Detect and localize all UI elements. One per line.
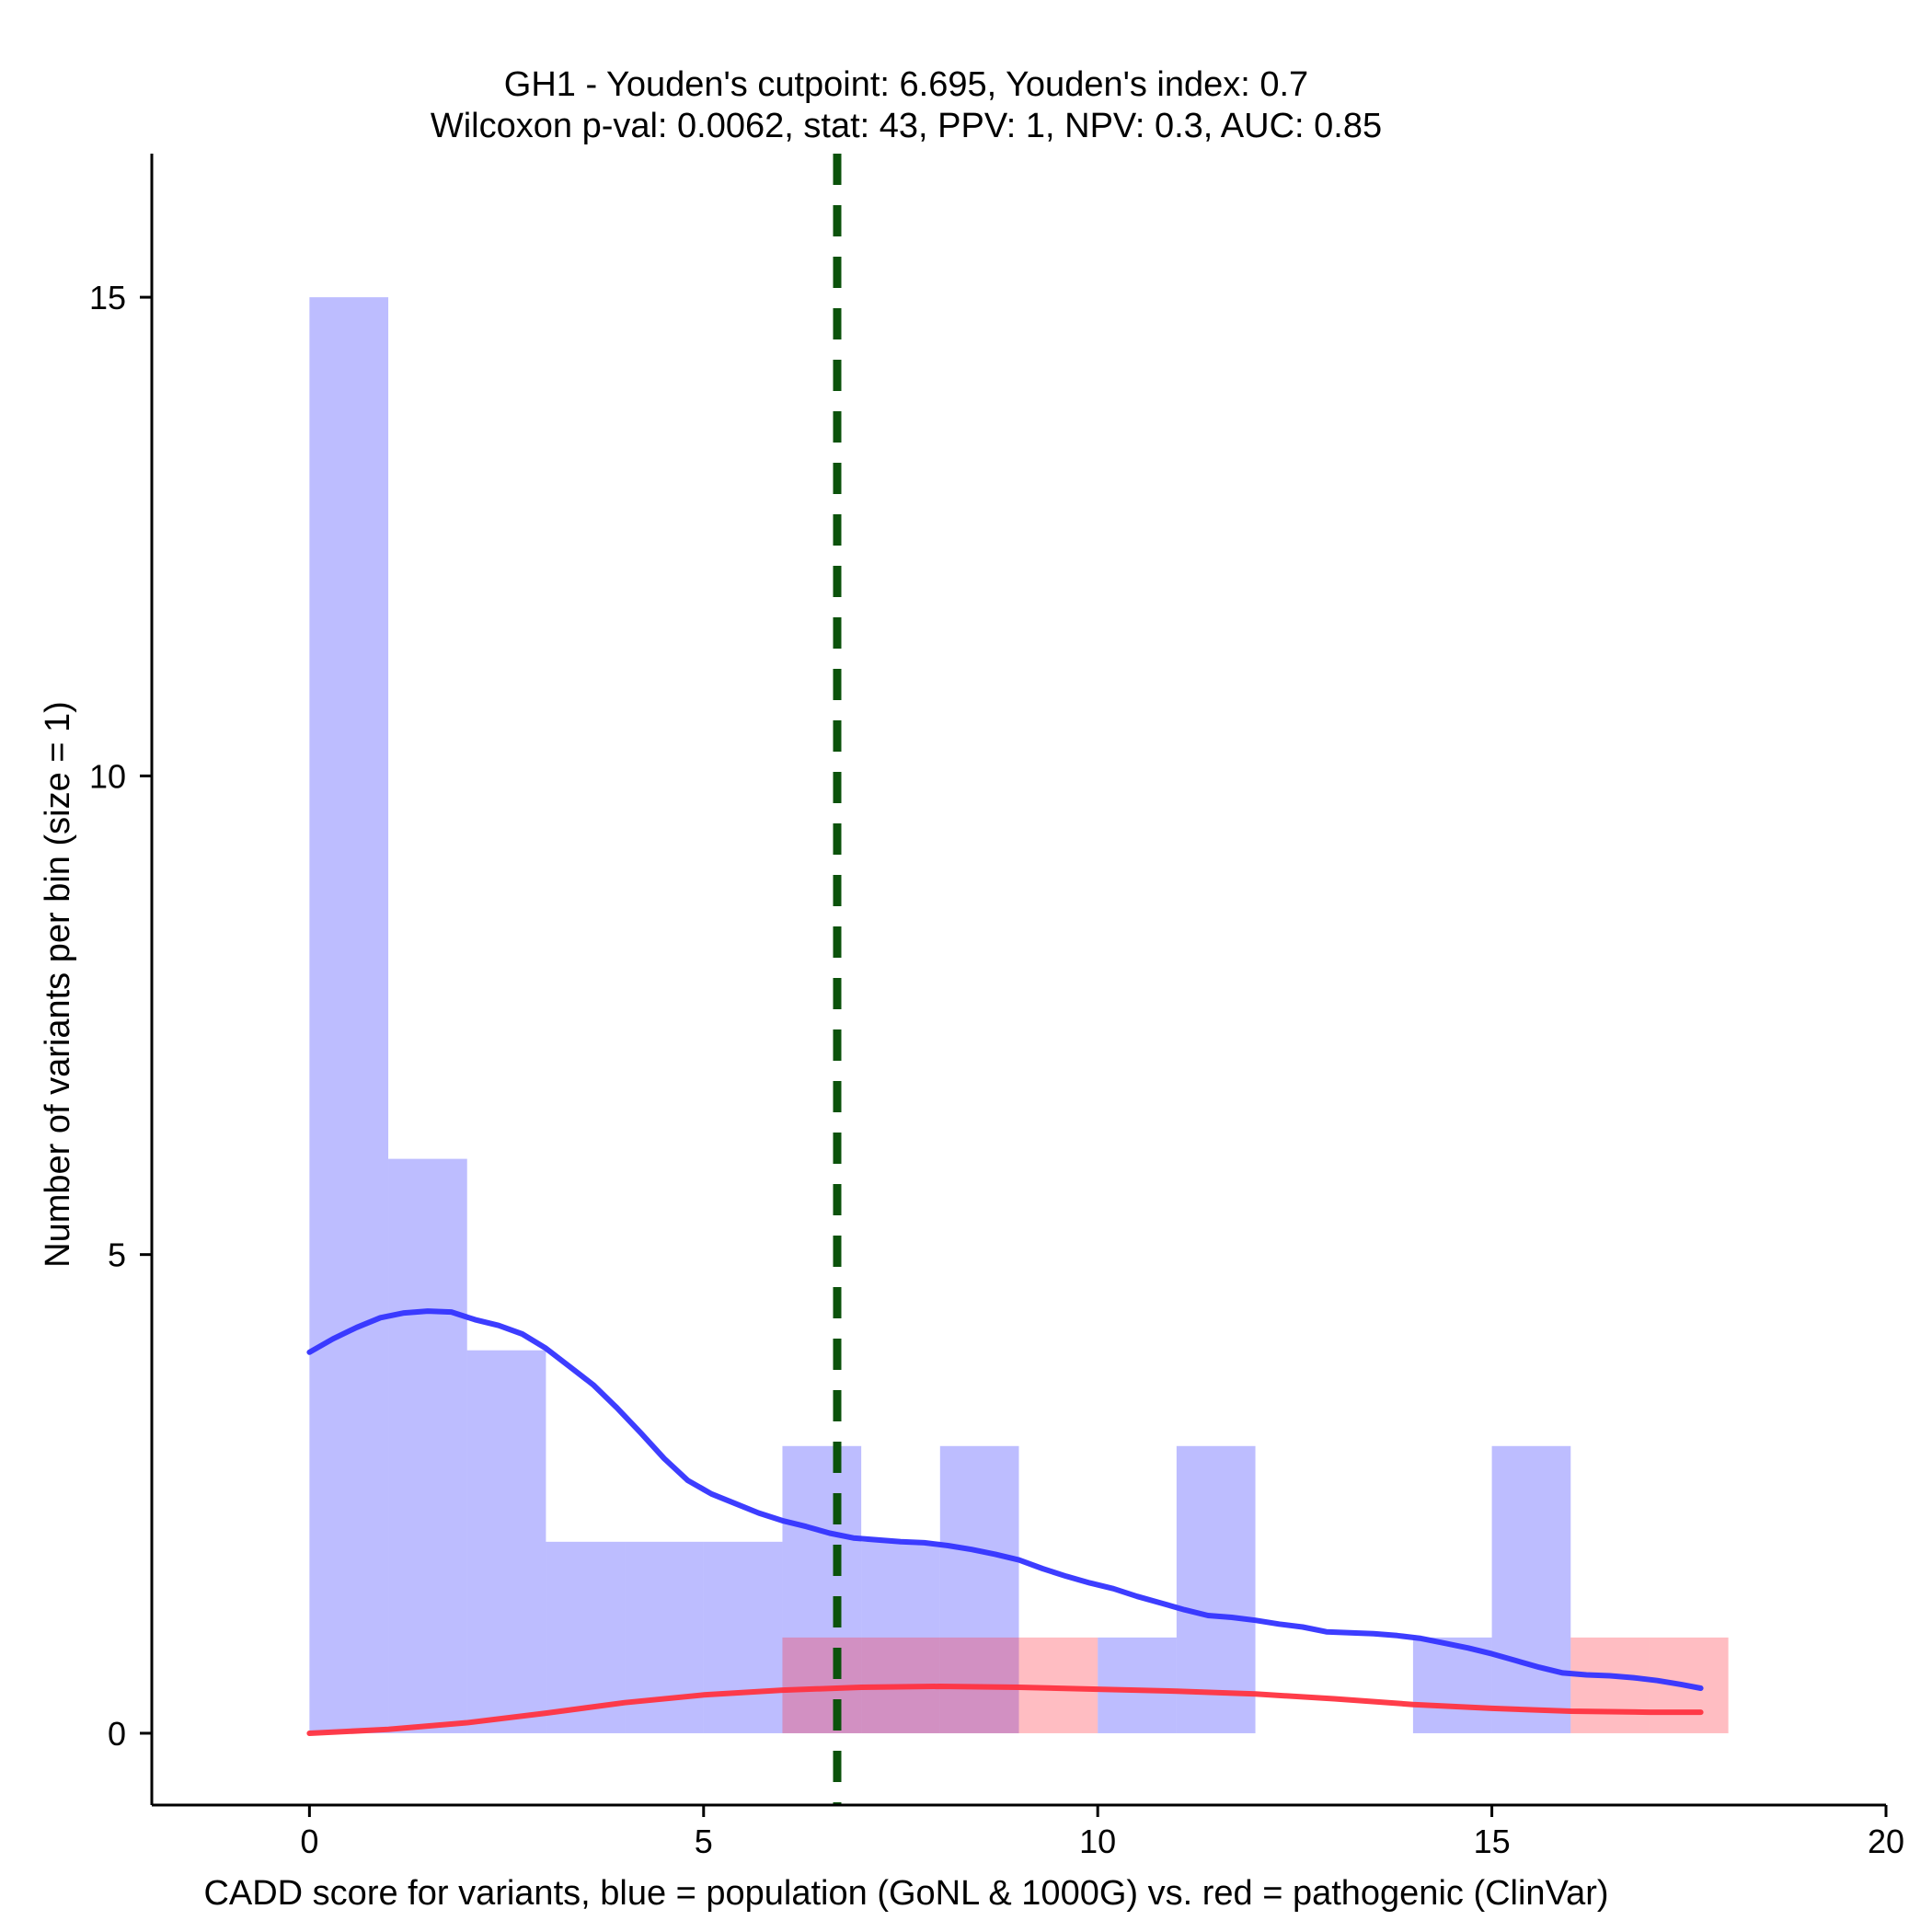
chart-title-line-2: Wilcoxon p-val: 0.0062, stat: 43, PPV: 1… bbox=[431, 107, 1382, 145]
y-tick-label-0: 0 bbox=[108, 1715, 126, 1753]
x-tick-label-20: 20 bbox=[1868, 1823, 1904, 1860]
x-tick-label-15: 15 bbox=[1474, 1823, 1511, 1860]
population-bar-14-15 bbox=[1412, 1637, 1492, 1733]
population-bar-0-1 bbox=[309, 297, 389, 1733]
population-bar-15-16 bbox=[1491, 1445, 1571, 1733]
x-axis-ticks: 0 5 10 15 20 bbox=[300, 1805, 1904, 1860]
x-axis-label: CADD score for variants, blue = populati… bbox=[203, 1874, 1608, 1913]
pathogenic-bar-16-17 bbox=[1570, 1637, 1650, 1733]
population-bars bbox=[309, 297, 1571, 1733]
x-tick-label-10: 10 bbox=[1079, 1823, 1116, 1860]
population-bar-4-5 bbox=[625, 1541, 704, 1733]
y-tick-label-5: 5 bbox=[108, 1236, 126, 1274]
population-bar-11-12 bbox=[1176, 1445, 1256, 1733]
population-bar-2-3 bbox=[466, 1350, 546, 1733]
population-bar-5-6 bbox=[703, 1541, 783, 1733]
population-bar-7-8 bbox=[861, 1541, 940, 1733]
y-axis-ticks: 0 5 10 15 bbox=[89, 279, 152, 1753]
pathogenic-density-curve bbox=[306, 1684, 1704, 1736]
y-axis-label: Number of variants per bin (size = 1) bbox=[39, 701, 77, 1268]
x-tick-label-0: 0 bbox=[300, 1823, 318, 1860]
y-tick-label-10: 10 bbox=[89, 757, 126, 795]
population-bar-10-11 bbox=[1098, 1637, 1177, 1733]
population-density-curve bbox=[306, 1308, 1704, 1691]
y-tick-label-15: 15 bbox=[89, 279, 126, 316]
chart-title-line-1: GH1 - Youden's cutpoint: 6.695, Youden's… bbox=[504, 65, 1308, 104]
population-bar-1-2 bbox=[388, 1158, 467, 1733]
population-bar-3-4 bbox=[546, 1541, 626, 1733]
x-tick-label-5: 5 bbox=[695, 1823, 713, 1860]
